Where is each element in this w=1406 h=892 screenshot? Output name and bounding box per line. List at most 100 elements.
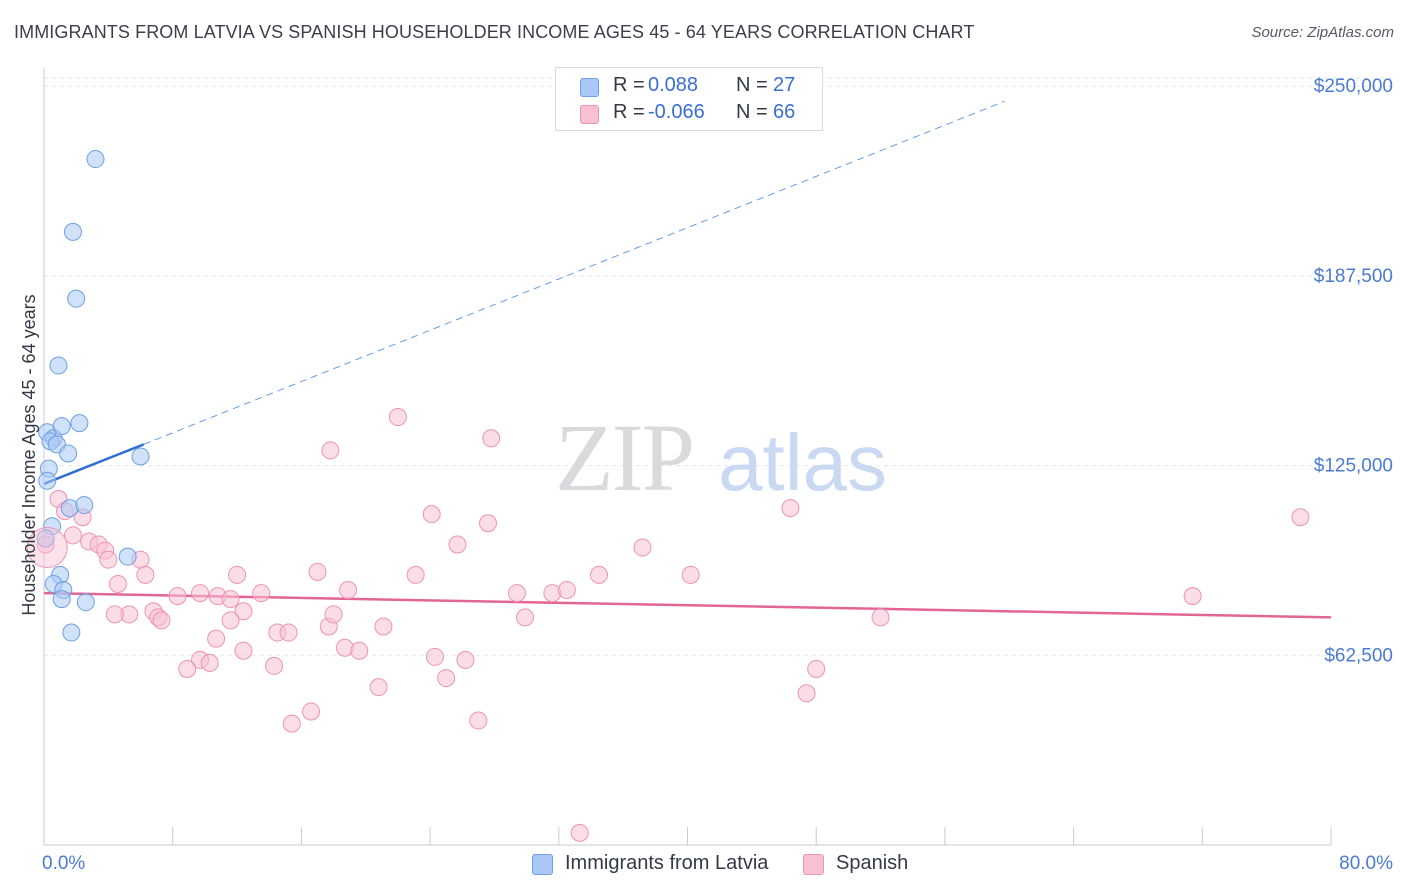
y-tick-label: $250,000	[1314, 76, 1393, 97]
spanish-point	[557, 581, 576, 600]
spanish-point	[448, 535, 467, 554]
spanish-point	[221, 590, 240, 609]
latvia-point	[70, 414, 89, 433]
spanish-point	[168, 587, 187, 606]
spanish-point	[456, 650, 475, 669]
spanish-point	[422, 505, 441, 524]
chart-title: IMMIGRANTS FROM LATVIA VS SPANISH HOUSEH…	[14, 22, 975, 42]
watermark: ZIP atlas	[555, 404, 887, 511]
legend-swatch-spanish	[803, 854, 824, 875]
spanish-point	[406, 565, 425, 584]
spanish-point	[321, 441, 340, 460]
spanish-point	[425, 647, 444, 666]
spanish-point	[543, 584, 562, 603]
y-axis-label: Householder Income Ages 45 - 64 years	[19, 294, 39, 615]
legend-swatch-latvia	[532, 854, 553, 875]
spanish-point	[63, 526, 82, 545]
spanish-point	[105, 605, 124, 624]
spanish-point	[1183, 587, 1202, 606]
spanish-point	[781, 499, 800, 518]
spanish-point	[324, 605, 343, 624]
trendlines	[43, 100, 1332, 619]
spanish-point	[1291, 508, 1310, 527]
latvia-point	[62, 623, 81, 642]
spanish-point	[279, 623, 298, 642]
latvia-point	[38, 471, 57, 490]
watermark-zip: ZIP	[555, 404, 693, 511]
spanish-point	[234, 602, 253, 621]
watermark-atlas: atlas	[718, 418, 887, 507]
spanish-point	[350, 641, 369, 660]
latvia-point	[67, 289, 86, 308]
legend-n-value: 66	[773, 101, 796, 123]
latvia-point	[131, 447, 150, 466]
spanish-point	[252, 584, 271, 603]
spanish-point	[26, 527, 68, 569]
legend-r-value: -0.066	[648, 101, 705, 123]
spanish-point	[200, 653, 219, 672]
legend-n-label: N =	[736, 101, 768, 123]
spanish-point	[234, 641, 253, 660]
spanish-point	[109, 574, 128, 593]
spanish-point	[221, 611, 240, 630]
spanish-point	[871, 608, 890, 627]
spanish-point	[507, 584, 526, 603]
spanish-point	[282, 714, 301, 733]
latvia-point	[49, 356, 68, 375]
spanish-point	[681, 565, 700, 584]
latvia-point	[59, 444, 78, 463]
spanish-point	[516, 608, 535, 627]
spanish-point	[207, 629, 226, 648]
spanish-point	[191, 584, 210, 603]
legend-swatch-spanish	[580, 105, 599, 124]
spanish-point	[570, 823, 589, 842]
spanish-point	[99, 550, 118, 569]
spanish-point	[479, 514, 498, 533]
legend-r-value: 0.088	[648, 74, 699, 96]
latvia-point	[75, 496, 94, 515]
gridlines	[44, 77, 1395, 656]
spanish-point	[633, 538, 652, 557]
spanish-point	[228, 565, 247, 584]
spanish-point	[335, 638, 354, 657]
y-tick-label: $125,000	[1314, 456, 1393, 477]
spanish-point	[374, 617, 393, 636]
legend-row-latvia: R = 0.088 N = 27	[556, 73, 822, 101]
legend-n-value: 27	[773, 74, 796, 96]
data-points	[26, 150, 1310, 842]
latvia-trendline-extension	[143, 100, 1005, 445]
x-tick-label: 80.0%	[1339, 853, 1393, 874]
spanish-point	[178, 659, 197, 678]
x-tick-label: 0.0%	[42, 853, 85, 874]
spanish-point	[308, 562, 327, 581]
spanish-point	[369, 678, 388, 697]
legend-label-spanish: Spanish	[836, 852, 909, 874]
spanish-point	[152, 611, 171, 630]
source-note: Source: ZipAtlas.com	[1251, 24, 1394, 41]
latvia-point	[52, 590, 71, 609]
legend-row-spanish: R = -0.066 N = 66	[556, 100, 822, 128]
legend-r-label: R =	[613, 74, 645, 96]
tick-labels: $62,500 $125,000 $187,500 $250,000 0.0% 80.0%	[42, 76, 1393, 874]
spanish-point	[339, 581, 358, 600]
spanish-point	[265, 656, 284, 675]
latvia-point	[86, 150, 105, 169]
spanish-point	[590, 565, 609, 584]
correlation-legend: R = 0.088 N = 27 R = -0.066 N = 66	[555, 67, 823, 131]
spanish-point	[469, 711, 488, 730]
latvia-point	[60, 499, 79, 518]
legend-label-latvia: Immigrants from Latvia	[565, 852, 769, 874]
spanish-point	[797, 684, 816, 703]
spanish-point	[136, 565, 155, 584]
axes	[43, 68, 1332, 846]
y-tick-label: $62,500	[1324, 645, 1393, 666]
spanish-point	[482, 429, 501, 448]
latvia-point	[36, 529, 55, 548]
legend-r-label: R =	[613, 101, 645, 123]
latvia-point	[63, 222, 82, 241]
spanish-point	[302, 702, 321, 721]
latvia-point	[52, 417, 71, 436]
y-tick-label: $187,500	[1314, 266, 1393, 287]
latvia-point	[76, 593, 95, 612]
